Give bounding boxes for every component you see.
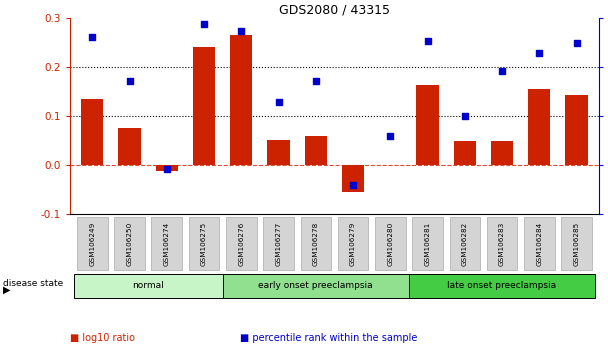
Text: GSM106281: GSM106281 [424,221,430,266]
FancyBboxPatch shape [226,217,257,270]
Text: early onset preeclampsia: early onset preeclampsia [258,281,373,290]
Point [88,34,97,40]
Text: GSM106280: GSM106280 [387,221,393,266]
Text: GSM106249: GSM106249 [89,221,95,266]
FancyBboxPatch shape [77,217,108,270]
Bar [305,136,327,165]
FancyBboxPatch shape [263,217,294,270]
Text: ■ percentile rank within the sample: ■ percentile rank within the sample [240,333,418,343]
Point [423,39,432,44]
Bar [268,141,289,165]
Point [162,166,171,172]
Text: normal: normal [133,281,164,290]
FancyBboxPatch shape [300,217,331,270]
Text: ▶: ▶ [3,285,10,295]
Bar [528,89,550,165]
FancyBboxPatch shape [114,217,145,270]
Text: GSM106283: GSM106283 [499,221,505,266]
FancyBboxPatch shape [188,217,219,270]
Point [125,78,134,84]
FancyBboxPatch shape [561,217,592,270]
Point [460,113,469,119]
Text: GSM106284: GSM106284 [536,221,542,266]
Text: ■ log10 ratio: ■ log10 ratio [70,333,135,343]
Text: GSM106279: GSM106279 [350,221,356,266]
FancyBboxPatch shape [338,217,368,270]
Point [311,78,320,84]
Bar [454,142,476,165]
Text: late onset preeclampsia: late onset preeclampsia [447,281,556,290]
Text: disease state: disease state [3,279,63,288]
Point [237,29,246,34]
Title: GDS2080 / 43315: GDS2080 / 43315 [279,4,390,17]
Bar [565,95,588,165]
Bar [156,165,178,171]
Text: GSM106250: GSM106250 [126,221,133,266]
Point [497,68,507,74]
FancyBboxPatch shape [223,274,409,298]
Point [199,21,209,27]
Text: GSM106285: GSM106285 [573,221,579,266]
FancyBboxPatch shape [449,217,480,270]
Text: GSM106276: GSM106276 [238,221,244,266]
FancyBboxPatch shape [375,217,406,270]
Text: GSM106277: GSM106277 [275,221,282,266]
Point [348,182,358,188]
Text: GSM106278: GSM106278 [313,221,319,266]
Bar [81,99,103,165]
Point [534,50,544,56]
Point [385,133,395,138]
Text: GSM106282: GSM106282 [462,221,468,266]
Text: GSM106275: GSM106275 [201,221,207,266]
Text: GSM106274: GSM106274 [164,221,170,266]
FancyBboxPatch shape [74,274,223,298]
FancyBboxPatch shape [151,217,182,270]
Bar [342,165,364,192]
FancyBboxPatch shape [412,217,443,270]
Bar [119,128,140,165]
Bar [416,85,439,165]
FancyBboxPatch shape [409,274,595,298]
FancyBboxPatch shape [487,217,517,270]
Point [274,99,283,105]
Point [572,40,581,46]
FancyBboxPatch shape [524,217,554,270]
Bar [491,142,513,165]
Bar [193,47,215,165]
Bar [230,35,252,165]
